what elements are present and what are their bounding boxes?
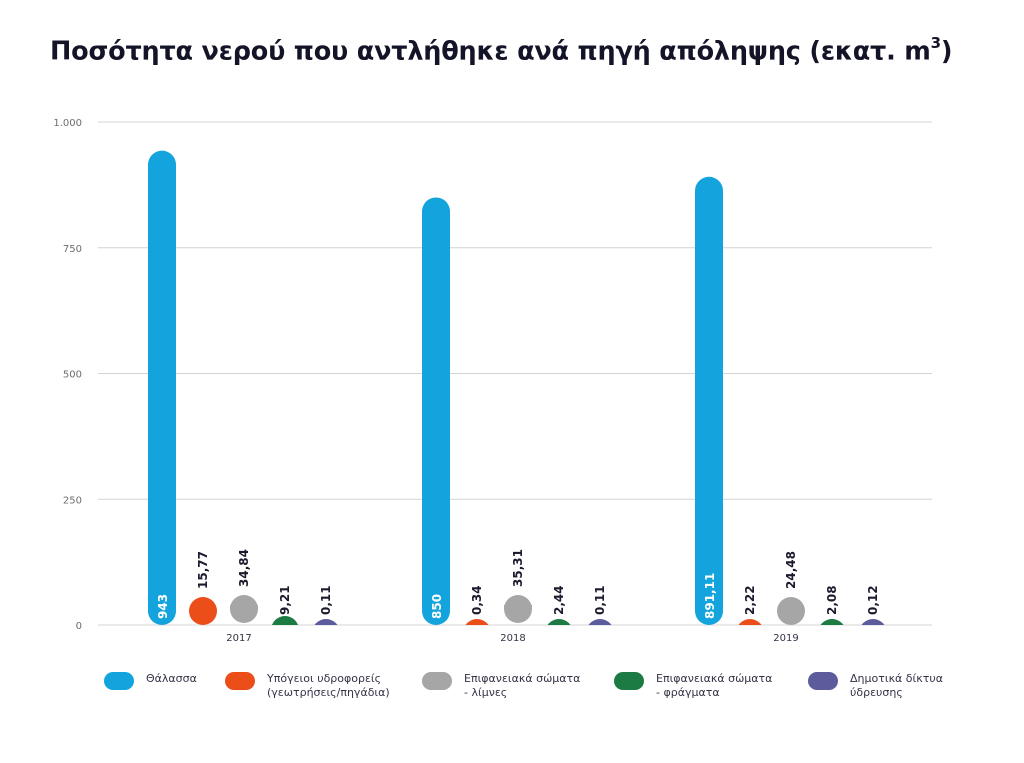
chart-title-tail: ) xyxy=(940,36,953,67)
legend-item-groundwater: Υπόγειοι υδροφορείς (γεωτρήσεις/πηγάδια) xyxy=(225,672,407,700)
bar-sea xyxy=(422,197,450,625)
legend-swatch-municipal xyxy=(808,672,838,690)
legend-item-dams: Επιφανειακά σώματα - φράγματα xyxy=(614,672,796,700)
bar-cap-lakes xyxy=(504,605,532,609)
bar-sea xyxy=(148,150,176,625)
bar-lakes xyxy=(777,597,805,625)
data-label: 2,08 xyxy=(825,585,839,615)
data-label: 943 xyxy=(156,594,170,619)
y-tick-label: 0 xyxy=(76,621,82,632)
legend-label-sea: Θάλασσα xyxy=(146,672,197,685)
bar-dams xyxy=(820,619,844,625)
legend-swatch-dams xyxy=(614,672,644,690)
data-label: 2,44 xyxy=(552,585,566,615)
data-label: 0,34 xyxy=(470,585,484,615)
bar-groundwater xyxy=(189,597,217,625)
data-label: 9,21 xyxy=(278,585,292,615)
legend-swatch-groundwater xyxy=(225,672,255,690)
bar-cap-lakes xyxy=(230,605,258,609)
chart-title-text: Ποσότητα νερού που αντλήθηκε ανά πηγή απ… xyxy=(50,36,931,67)
bar-municipal xyxy=(588,619,612,625)
legend-swatch-sea xyxy=(104,672,134,690)
legend-label-lakes: Επιφανειακά σώματα - λίμνες xyxy=(464,672,581,699)
legend-item-sea: Θάλασσα xyxy=(104,672,286,690)
legend-label-groundwater: Υπόγειοι υδροφορείς (γεωτρήσεις/πηγάδια) xyxy=(267,672,390,699)
y-tick-label: 1.000 xyxy=(53,118,82,129)
data-label: 15,77 xyxy=(196,551,210,589)
data-label: 0,11 xyxy=(593,585,607,615)
data-label: 34,84 xyxy=(237,549,251,587)
data-label: 0,11 xyxy=(319,585,333,615)
x-category-label: 2018 xyxy=(500,633,525,644)
data-label: 891,11 xyxy=(703,573,717,619)
bar-dams xyxy=(547,619,571,625)
bar-dams xyxy=(271,616,299,625)
legend-label-municipal: Δημοτικά δίκτυα ύδρευσης xyxy=(850,672,943,699)
bar-groundwater xyxy=(465,619,489,625)
y-tick-label: 500 xyxy=(63,370,82,381)
data-label: 24,48 xyxy=(784,551,798,589)
legend-label-dams: Επιφανειακά σώματα - φράγματα xyxy=(656,672,773,699)
data-label: 2,22 xyxy=(743,585,757,615)
x-category-label: 2019 xyxy=(773,633,798,644)
y-tick-label: 250 xyxy=(63,495,82,506)
legend-swatch-lakes xyxy=(422,672,452,690)
data-label: 0,12 xyxy=(866,585,880,615)
data-label: 850 xyxy=(430,594,444,619)
bar-chart: 0 250 500 750 1.000 943 15,77 34,84 9,21 0,11 2017… xyxy=(53,118,932,644)
bar-municipal xyxy=(314,619,338,625)
bar-municipal xyxy=(861,619,885,625)
bar-sea xyxy=(695,176,723,625)
data-label: 35,31 xyxy=(511,549,525,587)
x-category-label: 2017 xyxy=(226,633,251,644)
chart-title: Ποσότητα νερού που αντλήθηκε ανά πηγή απ… xyxy=(50,34,953,67)
legend-item-lakes: Επιφανειακά σώματα - λίμνες xyxy=(422,672,604,700)
legend-item-municipal: Δημοτικά δίκτυα ύδρευσης xyxy=(808,672,990,700)
chart-legend: Θάλασσα Υπόγειοι υδροφορείς (γεωτρήσεις/… xyxy=(0,672,1024,732)
chart-title-superscript: 3 xyxy=(930,34,941,52)
y-tick-label: 750 xyxy=(63,244,82,255)
bar-groundwater xyxy=(738,619,762,625)
